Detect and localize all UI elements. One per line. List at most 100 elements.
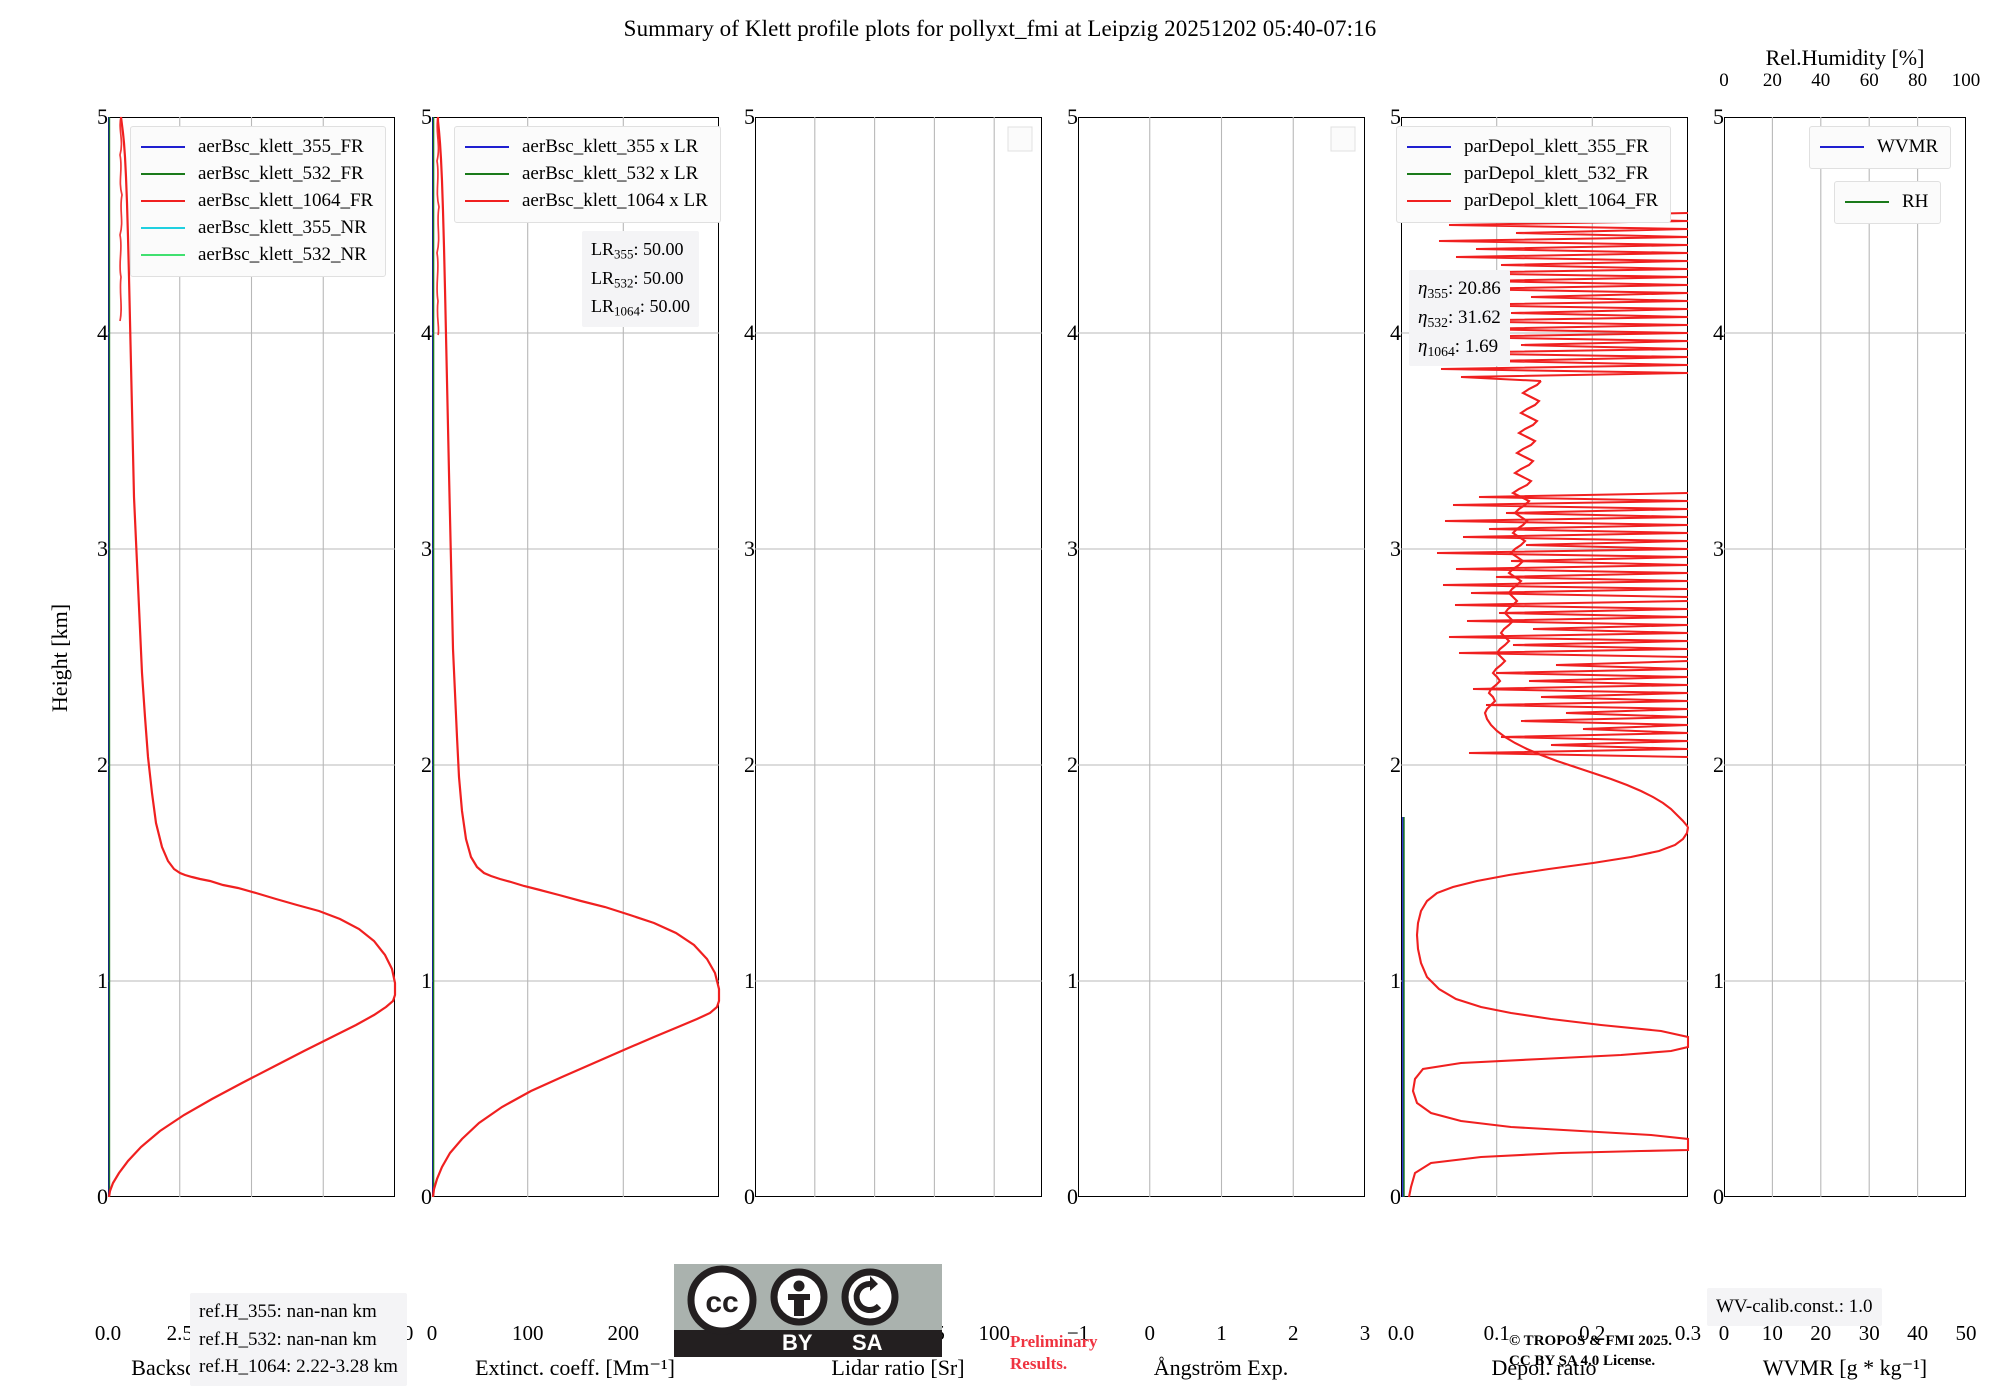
series-1064 [431,117,721,1198]
legend-swatch-icon [1407,173,1451,176]
eta-1064-value: 1.69 [1464,335,1499,357]
empty-legend-box[interactable] [1330,126,1356,152]
y-tick: 3 [421,536,432,561]
panel-frame [1724,117,1966,1197]
y-tick: 5 [744,104,755,129]
legend-label: WVMR [1877,136,1939,157]
x-axis-label: WVMR [g * kg⁻¹] [1762,1355,1928,1380]
legend-item[interactable]: aerBsc_klett_355_FR [141,134,373,161]
legend-item[interactable]: WVMR [1820,134,1938,161]
lr-532-value: 50.00 [642,267,684,288]
copyright-note: © TROPOS & FMI 2025. CC BY SA 4.0 Licens… [1509,1331,1672,1372]
wv-calib-annotation: WV-calib.const.: 1.0 [1707,1288,1882,1326]
legend-item[interactable]: parDepol_klett_355_FR [1407,134,1658,161]
legend-item[interactable]: aerBsc_klett_532 x LR [465,161,708,188]
y-tick: 4 [744,320,755,345]
top-x-tick: 0 [1719,70,1729,91]
ref-height-annotation: ref.H_355: nan-nan km ref.H_532: nan-nan… [190,1293,407,1386]
panel-backsc: 5 4 3 2 1 0 aerBsc_klett_355_FR aerBsc_k… [95,104,414,1380]
cc-license-badge[interactable]: cc BY SA [674,1264,942,1357]
y-tick: 0 [97,1184,108,1209]
legend-depol[interactable]: parDepol_klett_355_FR parDepol_klett_532… [1396,126,1672,223]
legend-swatch-icon [141,146,185,149]
legend-label: parDepol_klett_1064_FR [1464,189,1659,211]
legend-item[interactable]: aerBsc_klett_1064_FR [141,188,373,215]
x-tick: 2 [1288,1321,1299,1345]
x-tick: 20 [1810,1321,1832,1345]
lr-355-value: 50.00 [642,239,684,259]
preliminary-line-2: Results. [1010,1354,1068,1374]
legend-item[interactable]: parDepol_klett_532_FR [1407,161,1658,188]
y-tick: 1 [1067,968,1078,993]
legend-item[interactable]: aerBsc_klett_355 x LR [465,134,708,161]
legend-label: aerBsc_klett_532 x LR [522,162,699,184]
y-tick: 4 [1390,320,1401,345]
y-tick: 1 [421,968,432,993]
y-tick: 4 [421,320,432,345]
eta-532-value: 31.62 [1457,306,1501,328]
panel-wvmr: Rel.Humidity [%] 0 20 40 60 80 100 5 4 3… [1713,45,1980,1380]
x-tick: 2.5 [166,1321,193,1345]
legend-label: aerBsc_klett_355_NR [198,216,367,238]
legend-backsc[interactable]: aerBsc_klett_355_FR aerBsc_klett_532_FR … [130,126,387,277]
legend-swatch-icon [465,200,509,203]
eta-annotation: η355: 20.86 η532: 31.62 η1064: 1.69 [1409,270,1510,367]
x-tick: 30 [1858,1321,1880,1345]
series-1064 [107,116,397,1198]
x-axis-label: Lidar ratio [Sr] [831,1355,965,1380]
top-x-tick: 20 [1762,70,1782,91]
panel-depol: 5 4 3 2 1 0 parDepol_klett_355_FR parDep… [1388,104,1701,1380]
legend-extinct[interactable]: aerBsc_klett_355 x LR aerBsc_klett_532 x… [454,126,721,223]
legend-item[interactable]: aerBsc_klett_532_NR [141,242,373,269]
y-tick: 1 [1390,968,1401,993]
x-tick: 100 [511,1321,544,1345]
y-tick: 4 [1713,320,1724,345]
y-tick: 2 [1713,752,1724,777]
x-axis-label: Ångström Exp. [1153,1355,1289,1380]
top-x-tick: 80 [1908,70,1928,91]
cc-by-label: BY [782,1330,813,1355]
legend-swatch-icon [1407,200,1451,203]
x-tick: 0 [1144,1321,1156,1345]
x-tick: 0.1 [1483,1321,1510,1345]
y-tick: 1 [97,968,108,993]
panel-extinct-plot [431,116,721,1198]
legend-swatch-icon [141,200,185,203]
legend-item[interactable]: parDepol_klett_1064_FR [1407,188,1658,215]
x-tick: 100 [978,1321,1010,1345]
panel-extinct: 5 4 3 2 1 0 aerBsc_klett_355 x LR aerBsc… [421,104,735,1380]
legend-item[interactable]: RH [1845,189,1928,216]
panel-lidarratio-plot [755,117,1042,1197]
legend-label: aerBsc_klett_355 x LR [522,136,699,157]
x-tick: 0.0 [1387,1321,1415,1345]
x-tick: 50 [1955,1321,1977,1345]
figure-title: Summary of Klett profile plots for polly… [623,16,1377,41]
panel-lidarratio: 5 4 3 2 1 0 0 25 50 75 100 Lidar ratio [… [744,104,1042,1380]
y-tick: 3 [97,536,108,561]
legend-swatch-icon [141,254,185,257]
y-tick: 0 [1067,1184,1078,1209]
panel-backsc-plot [107,116,397,1198]
legend-label: aerBsc_klett_532_FR [198,162,364,184]
top-axis-label: Rel.Humidity [%] [1765,45,1925,70]
lr-1064-value: 50.00 [649,296,690,317]
top-x-tick: 60 [1859,70,1879,91]
empty-legend-box[interactable] [1007,126,1033,152]
ref-h-1064: ref.H_1064: 2.22-3.28 km [199,1356,398,1378]
top-x-tick: 100 [1951,70,1981,91]
legend-item[interactable]: aerBsc_klett_532_FR [141,161,373,188]
legend-wvmr[interactable]: WVMR [1809,126,1952,169]
y-tick: 4 [97,320,108,345]
legend-rh[interactable]: RH [1834,181,1942,224]
x-tick: 0 [1718,1321,1730,1345]
ref-h-532: ref.H_532: nan-nan km [199,1328,377,1350]
legend-swatch-icon [1820,146,1864,149]
x-tick: 200 [607,1321,640,1345]
y-tick: 3 [744,536,755,561]
y-tick: 2 [744,752,755,777]
legend-item[interactable]: aerBsc_klett_1064 x LR [465,188,708,215]
y-tick: 5 [1390,104,1401,129]
x-tick: 0.0 [94,1321,122,1345]
legend-item[interactable]: aerBsc_klett_355_NR [141,215,373,242]
panel-angstrom: 5 4 3 2 1 0 −1 0 1 2 3 Ångström Exp. [1067,104,1370,1380]
